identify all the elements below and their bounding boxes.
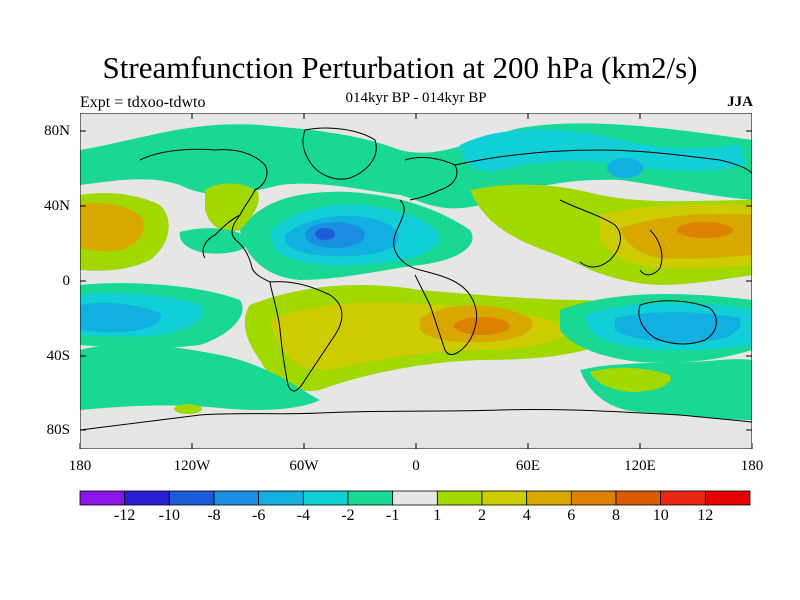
colorbar-swatch xyxy=(79,490,126,506)
colorbar xyxy=(79,490,751,506)
colorbar-swatch xyxy=(481,490,528,506)
y-tick-label: 80N xyxy=(44,123,70,139)
colorbar-label: -4 xyxy=(296,507,310,524)
x-tick-label: 60E xyxy=(515,458,541,474)
colorbar-swatch xyxy=(570,490,617,506)
colorbar-label: 12 xyxy=(697,507,714,524)
colorbar-swatch xyxy=(213,490,260,506)
x-tick-label: 180 xyxy=(68,458,92,474)
colorbar-swatch xyxy=(347,490,394,506)
colorbar-swatch xyxy=(526,490,572,506)
x-tick-label: 60W xyxy=(289,458,319,474)
axis-ticks xyxy=(79,113,753,449)
colorbar-swatch xyxy=(436,490,483,506)
colorbar-label: 8 xyxy=(612,507,620,524)
x-tick-label: 120W xyxy=(173,458,211,474)
colorbar-swatch xyxy=(258,490,304,506)
colorbar-label: 10 xyxy=(652,507,669,524)
field-negative-atlantic xyxy=(240,191,473,280)
colorbar-swatch xyxy=(392,490,438,506)
colorbar-swatch xyxy=(660,490,706,506)
season-label: JJA xyxy=(727,94,753,110)
y-tick-label: 40S xyxy=(46,348,70,364)
colorbar-label: -1 xyxy=(386,507,400,524)
colorbar-swatch xyxy=(168,490,215,506)
colorbar-swatch xyxy=(302,490,349,506)
experiment-label: Expt = tdxoo-tdwto xyxy=(80,94,206,111)
colorbar-label: -2 xyxy=(341,507,355,524)
colorbar-swatch xyxy=(615,490,662,506)
colorbar-swatch xyxy=(704,490,751,506)
colorbar-label: 4 xyxy=(522,507,531,524)
field-negative-south-pacific xyxy=(80,283,243,349)
colorbar-label: -6 xyxy=(252,507,266,524)
colorbar-label: -12 xyxy=(114,507,136,524)
y-tick-label: 80S xyxy=(46,422,70,438)
colorbar-label: 6 xyxy=(567,507,576,524)
field-positive-west-atlantic xyxy=(205,183,259,232)
field-positive-east-pacific xyxy=(80,193,169,271)
colorbar-swatch xyxy=(124,490,170,506)
x-tick-label: 180 xyxy=(740,458,764,474)
y-tick-label: 0 xyxy=(62,273,71,289)
colorbar-label: -8 xyxy=(207,507,221,524)
field-southern-ocean xyxy=(80,344,752,420)
y-tick-label: 40N xyxy=(44,198,70,214)
map-subtitle: 014kyr BP - 014kyr BP xyxy=(345,90,487,106)
coastlines xyxy=(80,127,752,431)
colorbar-label: 2 xyxy=(478,507,486,524)
x-tick-label: 0 xyxy=(412,458,420,474)
x-tick-label: 120E xyxy=(624,458,656,474)
field-positive-asia xyxy=(470,184,752,285)
map-title: Streamfunction Perturbation at 200 hPa (… xyxy=(102,50,698,85)
field-negative-australia xyxy=(560,293,752,363)
colorbar-label: -10 xyxy=(158,507,180,524)
colorbar-label: 1 xyxy=(433,507,442,524)
map-field xyxy=(80,113,752,449)
